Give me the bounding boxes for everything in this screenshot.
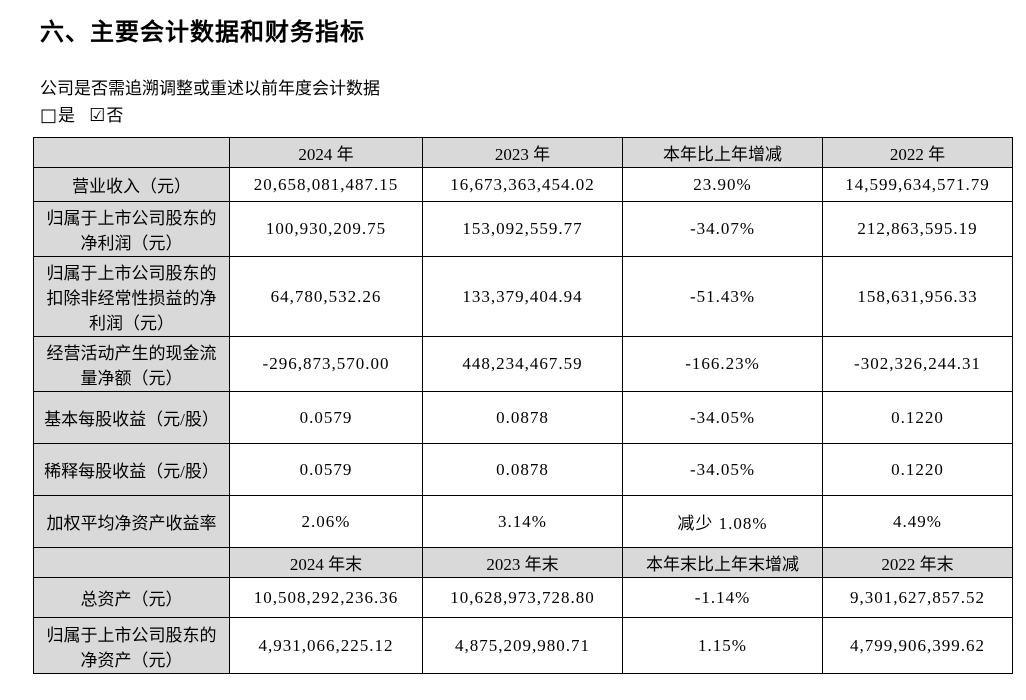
cell-value: 0.1220 xyxy=(822,391,1013,444)
checkbox-yes[interactable]: □是 xyxy=(40,105,76,126)
table-header-row-yearend: 2024 年末 2023 年末 本年末比上年末增减 2022 年末 xyxy=(33,547,1013,578)
header-cell-2023: 2023 年 xyxy=(422,137,623,168)
cell-value: 减少 1.08% xyxy=(622,495,823,548)
checkbox-yes-label: 是 xyxy=(58,106,76,125)
cell-value: -34.07% xyxy=(622,201,823,257)
cell-value: 4.49% xyxy=(822,495,1013,548)
restatement-checkboxes: □是 ☑否 xyxy=(40,101,133,126)
table-row-net-profit-excl-nonrecurring: 归属于上市公司股东的扣除非经常性损益的净利润（元） 64,780,532.26 … xyxy=(33,256,1013,337)
financial-indicators-table: 2024 年 2023 年 本年比上年增减 2022 年 营业收入（元） 20,… xyxy=(33,137,1013,674)
cell-value: 64,780,532.26 xyxy=(229,256,423,337)
cell-value: 153,092,559.77 xyxy=(422,201,623,257)
cell-value: 4,875,209,980.71 xyxy=(422,617,623,674)
row-label: 归属于上市公司股东的净利润（元） xyxy=(33,201,230,257)
cell-value: 0.0878 xyxy=(422,443,623,496)
checkbox-no-label: 否 xyxy=(106,106,124,125)
restatement-question: 公司是否需追溯调整或重述以前年度会计数据 xyxy=(40,79,380,98)
cell-value: 158,631,956.33 xyxy=(822,256,1013,337)
cell-value: -34.05% xyxy=(622,443,823,496)
table-row-basic-eps: 基本每股收益（元/股） 0.0579 0.0878 -34.05% 0.1220 xyxy=(33,391,1013,444)
table-row-operating-cash-flow: 经营活动产生的现金流量净额（元） -296,873,570.00 448,234… xyxy=(33,336,1013,392)
cell-value: -1.14% xyxy=(622,577,823,618)
cell-value: 10,628,973,728.80 xyxy=(422,577,623,618)
header-cell-2022-end: 2022 年末 xyxy=(822,547,1013,578)
cell-value: 0.1220 xyxy=(822,443,1013,496)
table-row-net-assets: 归属于上市公司股东的净资产（元） 4,931,066,225.12 4,875,… xyxy=(33,617,1013,674)
table-row-net-profit: 归属于上市公司股东的净利润（元） 100,930,209.75 153,092,… xyxy=(33,201,1013,257)
cell-value: 0.0579 xyxy=(229,391,423,444)
checkbox-unchecked-icon: □ xyxy=(40,105,58,126)
cell-value: 4,799,906,399.62 xyxy=(822,617,1013,674)
row-label: 营业收入（元） xyxy=(33,167,230,202)
header-cell-blank xyxy=(33,547,230,578)
table-row-revenue: 营业收入（元） 20,658,081,487.15 16,673,363,454… xyxy=(33,167,1013,202)
row-label: 总资产（元） xyxy=(33,577,230,618)
header-cell-yoy: 本年比上年增减 xyxy=(622,137,823,168)
row-label: 基本每股收益（元/股） xyxy=(33,391,230,444)
header-cell-blank xyxy=(33,137,230,168)
cell-value: -166.23% xyxy=(622,336,823,392)
table-row-diluted-eps: 稀释每股收益（元/股） 0.0579 0.0878 -34.05% 0.1220 xyxy=(33,443,1013,496)
cell-value: 2.06% xyxy=(229,495,423,548)
header-cell-2024-end: 2024 年末 xyxy=(229,547,423,578)
section-title: 六、主要会计数据和财务指标 xyxy=(40,19,365,46)
header-cell-yoy-end: 本年末比上年末增减 xyxy=(622,547,823,578)
cell-value: 23.90% xyxy=(622,167,823,202)
cell-value: 100,930,209.75 xyxy=(229,201,423,257)
cell-value: -51.43% xyxy=(622,256,823,337)
header-cell-2024: 2024 年 xyxy=(229,137,423,168)
header-cell-2022: 2022 年 xyxy=(822,137,1013,168)
cell-value: 133,379,404.94 xyxy=(422,256,623,337)
cell-value: 212,863,595.19 xyxy=(822,201,1013,257)
cell-value: 14,599,634,571.79 xyxy=(822,167,1013,202)
checkbox-checked-icon: ☑ xyxy=(89,105,106,126)
cell-value: 10,508,292,236.36 xyxy=(229,577,423,618)
table-header-row-annual: 2024 年 2023 年 本年比上年增减 2022 年 xyxy=(33,137,1013,168)
cell-value: -296,873,570.00 xyxy=(229,336,423,392)
cell-value: -302,326,244.31 xyxy=(822,336,1013,392)
row-label: 归属于上市公司股东的净资产（元） xyxy=(33,617,230,674)
cell-value: 20,658,081,487.15 xyxy=(229,167,423,202)
cell-value: 448,234,467.59 xyxy=(422,336,623,392)
cell-value: 1.15% xyxy=(622,617,823,674)
header-cell-2023-end: 2023 年末 xyxy=(422,547,623,578)
cell-value: 4,931,066,225.12 xyxy=(229,617,423,674)
cell-value: 0.0579 xyxy=(229,443,423,496)
cell-value: 16,673,363,454.02 xyxy=(422,167,623,202)
row-label: 归属于上市公司股东的扣除非经常性损益的净利润（元） xyxy=(33,256,230,337)
cell-value: -34.05% xyxy=(622,391,823,444)
row-label: 经营活动产生的现金流量净额（元） xyxy=(33,336,230,392)
cell-value: 9,301,627,857.52 xyxy=(822,577,1013,618)
table-row-total-assets: 总资产（元） 10,508,292,236.36 10,628,973,728.… xyxy=(33,577,1013,618)
row-label: 稀释每股收益（元/股） xyxy=(33,443,230,496)
cell-value: 0.0878 xyxy=(422,391,623,444)
row-label: 加权平均净资产收益率 xyxy=(33,495,230,548)
table-row-weighted-avg-roe: 加权平均净资产收益率 2.06% 3.14% 减少 1.08% 4.49% xyxy=(33,495,1013,548)
cell-value: 3.14% xyxy=(422,495,623,548)
checkbox-no[interactable]: ☑否 xyxy=(89,105,124,126)
